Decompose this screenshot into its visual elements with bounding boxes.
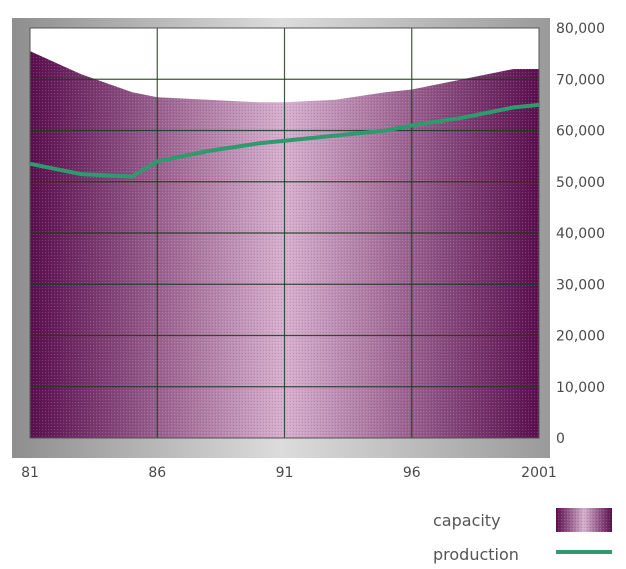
x-tick-label-3: 96 — [403, 465, 421, 481]
x-tick-label-1: 86 — [148, 465, 166, 481]
y-tick-label-8: 80,000 — [556, 21, 605, 37]
y-tick-label-4: 40,000 — [556, 226, 605, 242]
legend: capacity production — [433, 508, 612, 564]
legend-label-capacity: capacity — [433, 511, 501, 530]
y-tick-label-1: 10,000 — [556, 380, 605, 396]
plot-border — [29, 27, 540, 439]
production-line — [29, 102, 540, 179]
y-tick-label-0: 0 — [556, 431, 565, 447]
x-tick-label-0: 81 — [21, 465, 39, 481]
y-tick-label-5: 50,000 — [556, 175, 605, 191]
y-tick-label-7: 70,000 — [556, 72, 605, 88]
y-tick-label-3: 30,000 — [556, 277, 605, 293]
y-tick-label-6: 60,000 — [556, 124, 605, 140]
legend-label-production: production — [433, 545, 519, 564]
x-tick-label-4: 2001 — [521, 465, 557, 481]
x-tick-label-2: 91 — [276, 465, 294, 481]
y-tick-label-2: 20,000 — [556, 329, 605, 345]
